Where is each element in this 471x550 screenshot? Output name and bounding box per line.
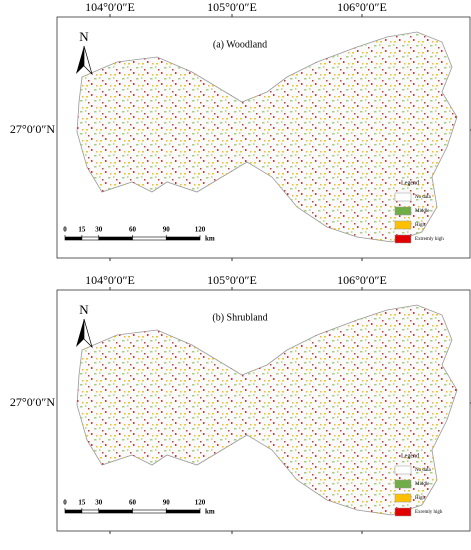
scale-segment (165, 509, 201, 514)
north-label: N (79, 29, 89, 44)
legend-label: Middle (415, 482, 430, 487)
legend-swatch (394, 493, 412, 503)
legend-label: High (415, 223, 426, 228)
north-arrow (83, 318, 93, 349)
scale-segment (81, 236, 100, 241)
legend-title: Legend (401, 453, 419, 459)
scale-label: 0 (63, 499, 67, 507)
latitude-label: 27°0′0″N (10, 395, 55, 409)
panel-title: (b) Shrubland (212, 312, 267, 323)
longitude-label: 105°0′0″E (207, 0, 257, 14)
longitude-label: 106°0′0″E (337, 273, 387, 287)
north-arrow (83, 45, 93, 76)
legend-title: Legend (401, 180, 419, 186)
map-panel: 104°0′0″E 105°0′0″E 106°0′0″E 27°0′0″N (a) W… (10, 0, 471, 261)
region-map (76, 31, 458, 243)
scale-label: 90 (163, 499, 171, 507)
legend-swatch (394, 192, 412, 202)
scale-segment (81, 509, 100, 514)
scale-segment (98, 236, 133, 241)
scale-segment (165, 236, 201, 241)
scale-unit: km (205, 508, 215, 516)
hazard-pattern (77, 305, 457, 515)
scale-label: 30 (95, 499, 103, 507)
scale-label: 90 (163, 226, 171, 234)
longitude-label: 106°0′0″E (337, 0, 387, 14)
scale-segment (132, 509, 167, 514)
region-map (76, 304, 458, 516)
longitude-label: 104°0′0″E (85, 273, 135, 287)
legend-label: No data (415, 468, 431, 473)
north-arrow (76, 319, 84, 347)
scale-label: 120 (195, 226, 206, 234)
scale-segment (98, 509, 133, 514)
scale-segment (132, 236, 167, 241)
map-panel: 104°0′0″E 105°0′0″E 106°0′0″E 27°0′0″N (b) S… (10, 273, 471, 534)
panel-title: (a) Woodland (213, 39, 267, 50)
scale-label: 60 (129, 226, 137, 234)
longitude-label: 105°0′0″E (207, 273, 257, 287)
scale-segment (64, 509, 83, 514)
scale-segment (64, 236, 83, 241)
legend-label: Exremly high (415, 510, 443, 515)
scale-label: 15 (78, 226, 86, 234)
scale-unit: km (205, 235, 215, 243)
legend-label: Middle (415, 209, 430, 214)
scale-label: 120 (195, 499, 206, 507)
legend-swatch (394, 479, 412, 489)
north-arrow (76, 46, 84, 74)
hazard-pattern (77, 32, 457, 242)
legend-label: High (415, 496, 426, 501)
legend-swatch (394, 465, 412, 475)
north-label: N (79, 302, 89, 317)
scale-label: 30 (95, 226, 103, 234)
legend-swatch (394, 234, 412, 244)
scale-label: 60 (129, 499, 137, 507)
legend-swatch (394, 206, 412, 216)
legend-swatch (394, 507, 412, 517)
scale-label: 15 (78, 499, 86, 507)
latitude-label: 27°0′0″N (10, 122, 55, 136)
legend-label: No data (415, 195, 431, 200)
longitude-label: 104°0′0″E (85, 0, 135, 14)
legend-swatch (394, 220, 412, 230)
legend-label: Extremly high (415, 237, 444, 242)
scale-label: 0 (63, 226, 67, 234)
